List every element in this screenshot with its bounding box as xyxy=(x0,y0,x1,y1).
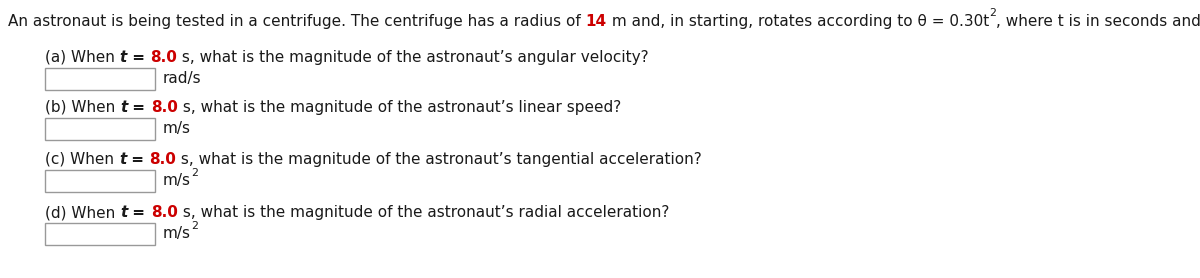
Text: 8.0: 8.0 xyxy=(150,50,178,65)
Text: An astronaut is being tested in a centrifuge. The centrifuge has a radius of: An astronaut is being tested in a centri… xyxy=(8,14,586,29)
Text: 8.0: 8.0 xyxy=(149,152,176,167)
Text: t: t xyxy=(120,205,127,220)
Bar xyxy=(46,118,155,140)
Text: =: = xyxy=(126,152,149,167)
Text: t: t xyxy=(120,50,127,65)
Bar xyxy=(46,68,155,90)
Text: (a) When: (a) When xyxy=(46,50,120,65)
Text: 2: 2 xyxy=(989,8,996,18)
Text: , where t is in seconds and θ is in radians.: , where t is in seconds and θ is in radi… xyxy=(996,14,1200,29)
Text: 8.0: 8.0 xyxy=(151,100,178,115)
Text: rad/s: rad/s xyxy=(163,71,202,86)
Text: 2: 2 xyxy=(191,168,198,178)
Text: s, what is the magnitude of the astronaut’s angular velocity?: s, what is the magnitude of the astronau… xyxy=(178,50,649,65)
Text: (c) When: (c) When xyxy=(46,152,119,167)
Text: =: = xyxy=(127,100,151,115)
Text: t: t xyxy=(120,100,127,115)
Text: s, what is the magnitude of the astronaut’s linear speed?: s, what is the magnitude of the astronau… xyxy=(178,100,620,115)
Text: =: = xyxy=(127,205,151,220)
Text: m/s: m/s xyxy=(163,226,191,241)
Text: m/s: m/s xyxy=(163,173,191,188)
Bar xyxy=(46,223,155,245)
Bar xyxy=(46,170,155,192)
Text: =: = xyxy=(127,50,150,65)
Text: (d) When: (d) When xyxy=(46,205,120,220)
Text: t: t xyxy=(119,152,126,167)
Text: m and, in starting, rotates according to θ = 0.30t: m and, in starting, rotates according to… xyxy=(607,14,989,29)
Text: m/s: m/s xyxy=(163,121,191,136)
Text: 8.0: 8.0 xyxy=(151,205,178,220)
Text: s, what is the magnitude of the astronaut’s radial acceleration?: s, what is the magnitude of the astronau… xyxy=(178,205,668,220)
Text: 14: 14 xyxy=(586,14,607,29)
Text: 2: 2 xyxy=(191,221,198,231)
Text: s, what is the magnitude of the astronaut’s tangential acceleration?: s, what is the magnitude of the astronau… xyxy=(176,152,702,167)
Text: (b) When: (b) When xyxy=(46,100,120,115)
